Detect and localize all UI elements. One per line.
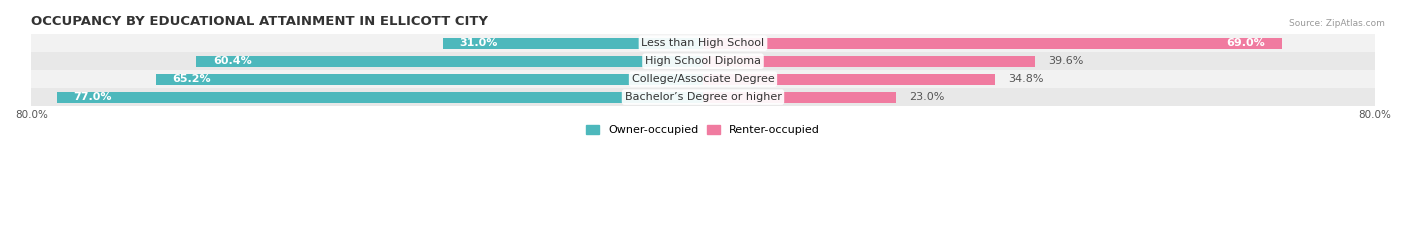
Bar — [703, 92, 896, 103]
Legend: Owner-occupied, Renter-occupied: Owner-occupied, Renter-occupied — [581, 120, 825, 140]
Bar — [56, 92, 703, 103]
Text: 23.0%: 23.0% — [908, 92, 943, 102]
Bar — [31, 52, 1375, 70]
Text: Bachelor’s Degree or higher: Bachelor’s Degree or higher — [624, 92, 782, 102]
Bar — [195, 56, 703, 67]
Text: 69.0%: 69.0% — [1226, 38, 1265, 48]
Text: 39.6%: 39.6% — [1047, 56, 1084, 66]
Bar — [156, 74, 703, 85]
Text: College/Associate Degree: College/Associate Degree — [631, 74, 775, 84]
Text: Less than High School: Less than High School — [641, 38, 765, 48]
Text: 77.0%: 77.0% — [73, 92, 112, 102]
Text: 34.8%: 34.8% — [1008, 74, 1043, 84]
Text: 65.2%: 65.2% — [173, 74, 211, 84]
Bar — [703, 74, 995, 85]
Bar — [703, 56, 1035, 67]
Text: OCCUPANCY BY EDUCATIONAL ATTAINMENT IN ELLICOTT CITY: OCCUPANCY BY EDUCATIONAL ATTAINMENT IN E… — [31, 15, 488, 28]
Text: 60.4%: 60.4% — [212, 56, 252, 66]
Text: High School Diploma: High School Diploma — [645, 56, 761, 66]
Bar — [31, 34, 1375, 52]
Bar — [703, 38, 1282, 49]
Bar — [31, 70, 1375, 88]
Text: Source: ZipAtlas.com: Source: ZipAtlas.com — [1289, 19, 1385, 28]
Bar — [443, 38, 703, 49]
Text: 31.0%: 31.0% — [460, 38, 498, 48]
Bar — [31, 88, 1375, 106]
